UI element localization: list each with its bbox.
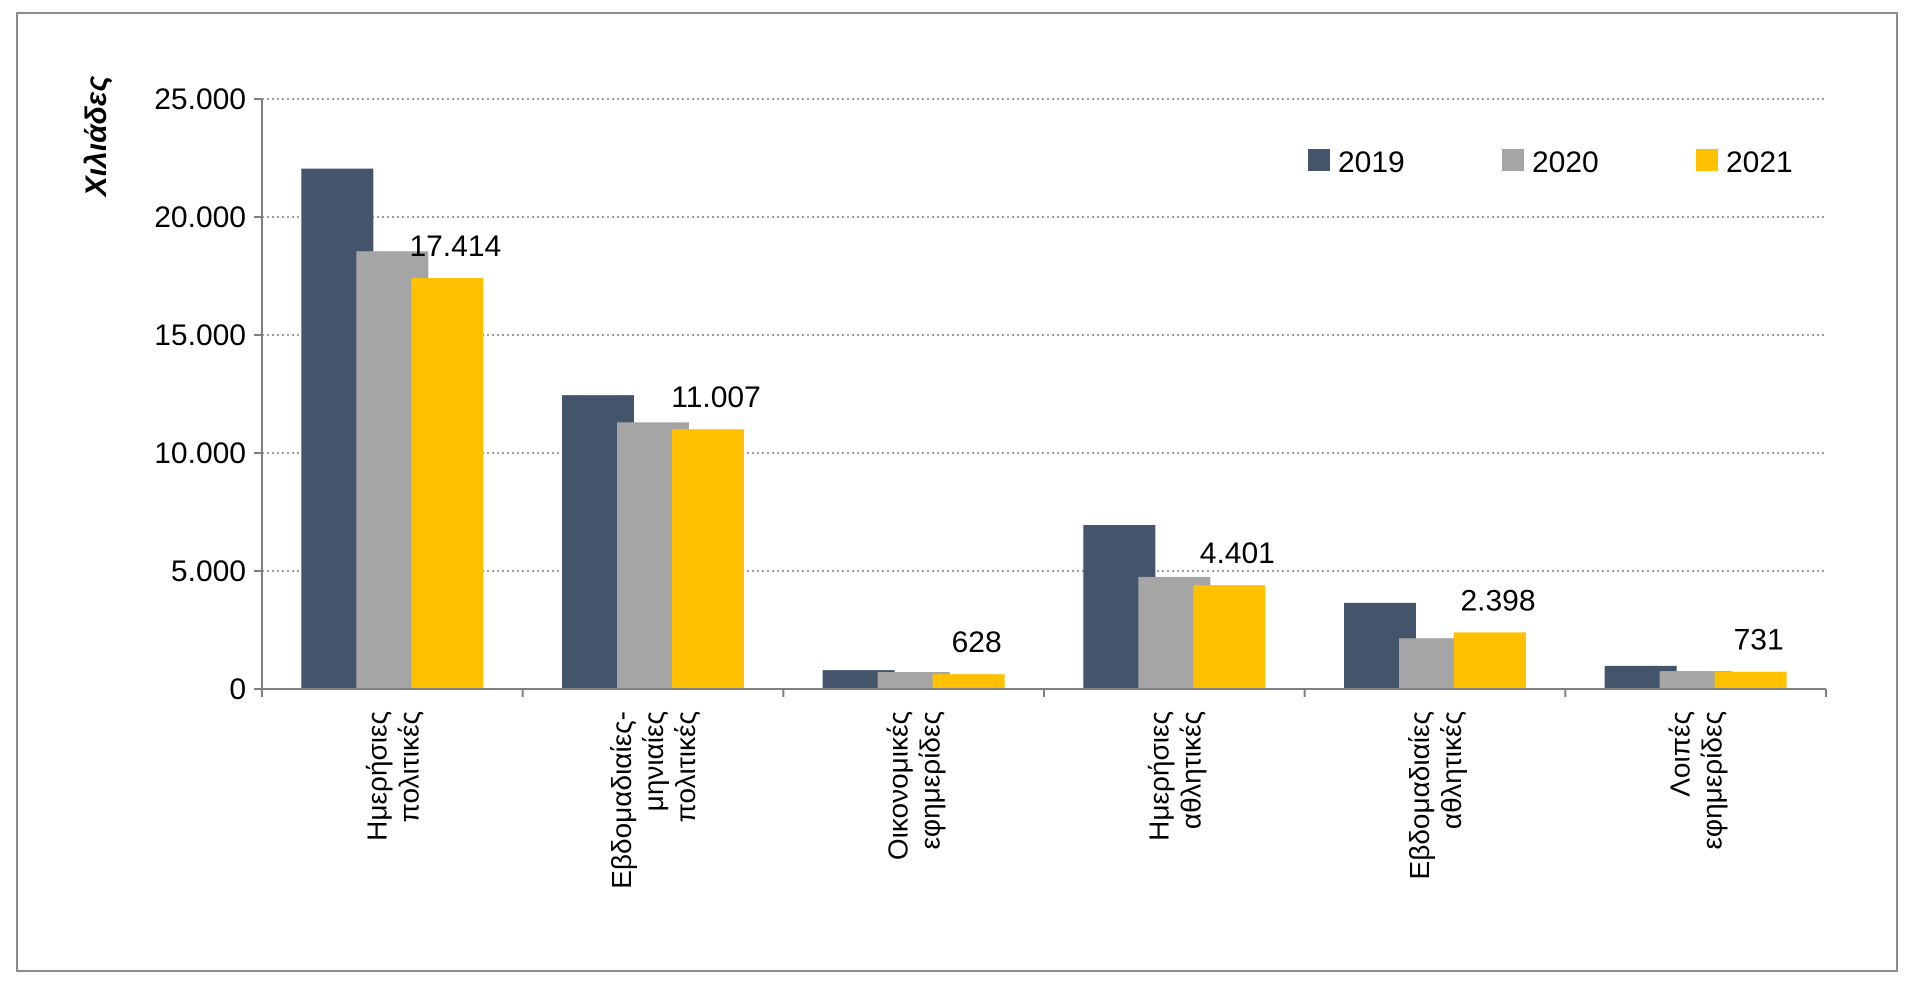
bar-2021 — [1454, 632, 1526, 689]
legend-swatch-2020 — [1502, 149, 1524, 171]
y-tick-label: 20.000 — [154, 201, 246, 234]
category-label: Ημερήσιες — [1143, 711, 1174, 841]
y-axis-label: Χιλιάδες — [80, 76, 113, 199]
category-label: εφημερίδες — [1697, 711, 1728, 850]
bar-2021 — [1193, 585, 1266, 689]
y-tick-label: 0 — [229, 673, 246, 706]
data-labels: 17.414 11.007 628 4.401 2.398 731 — [409, 230, 1783, 659]
category-label: αθλητικές — [1175, 711, 1206, 829]
legend-swatch-2021 — [1696, 149, 1718, 171]
data-label: 731 — [1734, 624, 1784, 657]
category-labels: Ημερήσιες πολιτικές Εβδομαδιαίες-μηνιαίες π… — [361, 711, 1727, 889]
bar-2021 — [932, 674, 1005, 689]
category-label: αθλητικές — [1436, 711, 1467, 829]
category-label: μηνιαίες — [638, 711, 669, 811]
bar-2021 — [672, 429, 744, 689]
data-label: 2.398 — [1460, 584, 1535, 617]
category-label: Εβδομαδιαίες — [1404, 711, 1435, 879]
y-axis-ticks: 0 5.000 10.000 15.000 20.000 25.000 — [154, 83, 262, 706]
data-label: 4.401 — [1200, 537, 1275, 570]
data-label: 628 — [952, 626, 1002, 659]
bar-2021 — [1714, 671, 1787, 689]
y-tick-label: 15.000 — [154, 319, 246, 352]
chart-frame: 0 5.000 10.000 15.000 20.000 25.000 17.414 11.… — [16, 12, 1898, 972]
category-label: πολιτικές — [393, 711, 424, 822]
category-label: Λοιπές — [1665, 711, 1696, 797]
category-label: Οικονομικές — [883, 711, 914, 860]
gridlines — [262, 98, 1826, 572]
category-label: Ημερήσιες — [361, 711, 392, 841]
bars — [301, 168, 1787, 689]
category-label: εφημερίδες — [915, 711, 946, 850]
bar-2019 — [822, 670, 895, 689]
legend: 2019 2020 2021 — [1308, 146, 1793, 179]
category-label: Εβδομαδιαίες- — [606, 711, 637, 889]
y-tick-label: 5.000 — [171, 555, 246, 588]
bar-chart: 0 5.000 10.000 15.000 20.000 25.000 17.414 11.… — [80, 76, 1827, 889]
y-tick-label: 25.000 — [154, 83, 246, 116]
legend-label-2020: 2020 — [1532, 146, 1599, 179]
bar-2019 — [1604, 665, 1677, 689]
data-label: 11.007 — [671, 381, 761, 414]
bar-2020 — [1659, 671, 1732, 689]
bar-2021 — [411, 278, 484, 689]
legend-swatch-2019 — [1308, 149, 1330, 171]
y-tick-label: 10.000 — [154, 437, 246, 470]
legend-label-2021: 2021 — [1726, 146, 1793, 179]
axes — [261, 99, 1827, 697]
data-label: 17.414 — [409, 230, 501, 263]
category-label: πολιτικές — [670, 711, 701, 822]
legend-label-2019: 2019 — [1338, 146, 1405, 179]
bar-2020 — [877, 672, 950, 689]
